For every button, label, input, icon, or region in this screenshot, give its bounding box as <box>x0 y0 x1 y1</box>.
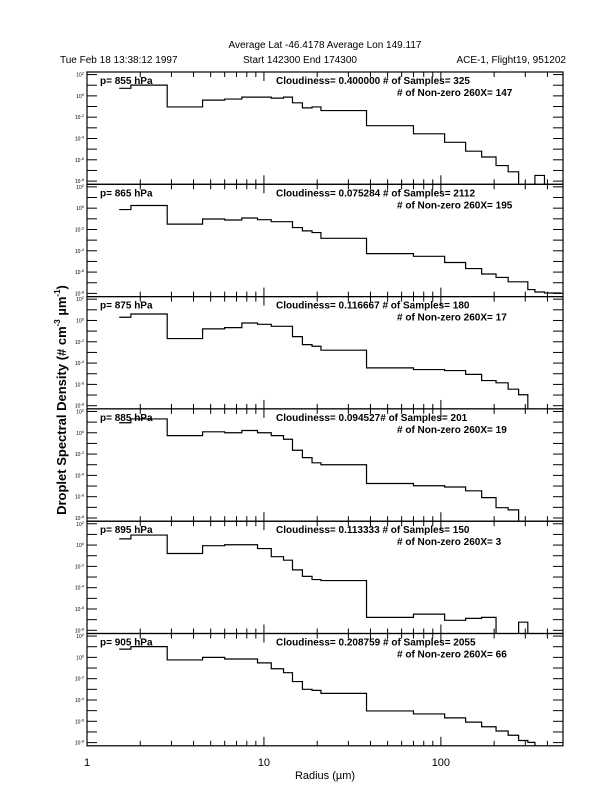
y-tick-label: 10-4 <box>75 359 85 367</box>
panel-3: 102 100 10-2 10-4 10-6 10-8 p= 875 hPa Cloudine… <box>75 295 564 410</box>
stats-line-2: # of Non-zero 260X= 19 <box>397 425 507 436</box>
y-tick-label: 10-8 <box>75 739 85 747</box>
y-tick-label: 10-4 <box>75 696 85 704</box>
y-tick-label: 10-4 <box>75 134 85 142</box>
y-tick-label: 100 <box>76 653 85 661</box>
y-tick-label: 10-6 <box>75 717 85 725</box>
pressure-label: p= 885 hPa <box>100 413 153 424</box>
y-tick-label: 102 <box>76 632 85 640</box>
stats-line-2: # of Non-zero 260X= 195 <box>397 200 513 211</box>
histogram-series <box>119 418 520 522</box>
stats-line-2: # of Non-zero 260X= 147 <box>397 88 513 99</box>
histogram-series <box>119 646 536 746</box>
y-tick-label: 10-6 <box>75 380 85 388</box>
header-flight: ACE-1, Flight19, 951202 <box>456 55 566 66</box>
histogram-series <box>119 313 529 409</box>
y-tick-label: 10-4 <box>75 471 85 479</box>
y-tick-label: 100 <box>76 316 85 324</box>
y-tick-label: 10-8 <box>75 626 85 634</box>
y-tick-label: 10-2 <box>75 113 85 121</box>
y-tick-label: 100 <box>76 541 85 549</box>
stats-line-1: Cloudiness= 0.075284 # of Samples= 2112 <box>276 188 475 199</box>
x-tick-label: 100 <box>432 757 450 769</box>
header-date: Tue Feb 18 13:38:12 1997 <box>60 55 178 66</box>
header-title: Average Lat -46.4178 Average Lon 149.117 <box>229 40 422 51</box>
y-tick-label: 10-2 <box>75 225 85 233</box>
y-tick-label: 10-8 <box>75 514 85 522</box>
histogram-series <box>119 84 546 185</box>
panels: 102 100 10-2 10-4 10-6 10-8 p= 855 hPa Cloudine… <box>75 71 564 769</box>
pressure-label: p= 895 hPa <box>100 525 153 536</box>
y-tick-label: 10-8 <box>75 289 85 297</box>
pressure-label: p= 855 hPa <box>100 76 153 87</box>
histogram-series <box>119 534 529 634</box>
stats-line-2: # of Non-zero 260X= 17 <box>397 313 507 324</box>
y-tick-label: 102 <box>76 520 85 528</box>
stats-line-1: Cloudiness= 0.113333 # of Samples= 150 <box>276 525 470 536</box>
y-tick-label: 10-2 <box>75 450 85 458</box>
y-tick-label: 10-6 <box>75 156 85 164</box>
panel-5: 102 100 10-2 10-4 10-6 10-8 p= 895 hPa Cloudine… <box>75 520 564 634</box>
panel-6: 102 100 10-2 10-4 10-6 10-8 p= 905 hPa Cloudine… <box>75 632 564 747</box>
stats-line-1: Cloudiness= 0.208759 # of Samples= 2055 <box>276 638 476 649</box>
stats-line-1: Cloudiness= 0.400000 # of Samples= 325 <box>276 76 470 87</box>
panel-2: 102 100 10-2 10-4 10-6 10-8 p= 865 hPa Cloudine… <box>75 183 564 297</box>
y-tick-label: 102 <box>76 183 85 191</box>
y-axis-label: Droplet Spectral Density (# cm-3 µm-1) <box>53 285 69 515</box>
stats-line-1: Cloudiness= 0.116667 # of Samples= 180 <box>276 301 470 312</box>
stats-line-1: Cloudiness= 0.094527# of Samples= 201 <box>276 413 468 424</box>
y-tick-label: 10-2 <box>75 338 85 346</box>
y-tick-label: 10-6 <box>75 493 85 501</box>
y-tick-label: 100 <box>76 92 85 100</box>
stats-line-2: # of Non-zero 260X= 3 <box>397 537 502 548</box>
y-tick-label: 10-6 <box>75 605 85 613</box>
y-tick-label: 10-4 <box>75 584 85 592</box>
x-axis-label: Radius (µm) <box>295 770 355 782</box>
y-tick-label: 10-2 <box>75 675 85 683</box>
y-tick-label: 10-8 <box>75 402 85 410</box>
y-tick-label: 102 <box>76 295 85 303</box>
y-tick-label: 10-8 <box>75 177 85 185</box>
pressure-label: p= 875 hPa <box>100 301 153 312</box>
stats-line-2: # of Non-zero 260X= 66 <box>397 650 507 661</box>
panel-1: 102 100 10-2 10-4 10-6 10-8 p= 855 hPa Cloudine… <box>75 71 564 185</box>
header-time-range: Start 142300 End 174300 <box>243 55 357 66</box>
y-tick-label: 102 <box>76 407 85 415</box>
y-tick-label: 102 <box>76 71 85 79</box>
y-tick-label: 10-2 <box>75 562 85 570</box>
histogram-series <box>119 204 562 294</box>
pressure-label: p= 905 hPa <box>100 638 153 649</box>
y-tick-label: 10-6 <box>75 268 85 276</box>
y-tick-label: 100 <box>76 204 85 212</box>
x-tick-label: 1 <box>84 757 90 769</box>
pressure-label: p= 865 hPa <box>100 188 153 199</box>
x-tick-label: 10 <box>258 757 270 769</box>
panel-4: 102 100 10-2 10-4 10-6 10-8 p= 885 hPa Cloudine… <box>75 407 564 522</box>
y-tick-label: 10-4 <box>75 247 85 255</box>
y-tick-label: 100 <box>76 429 85 437</box>
